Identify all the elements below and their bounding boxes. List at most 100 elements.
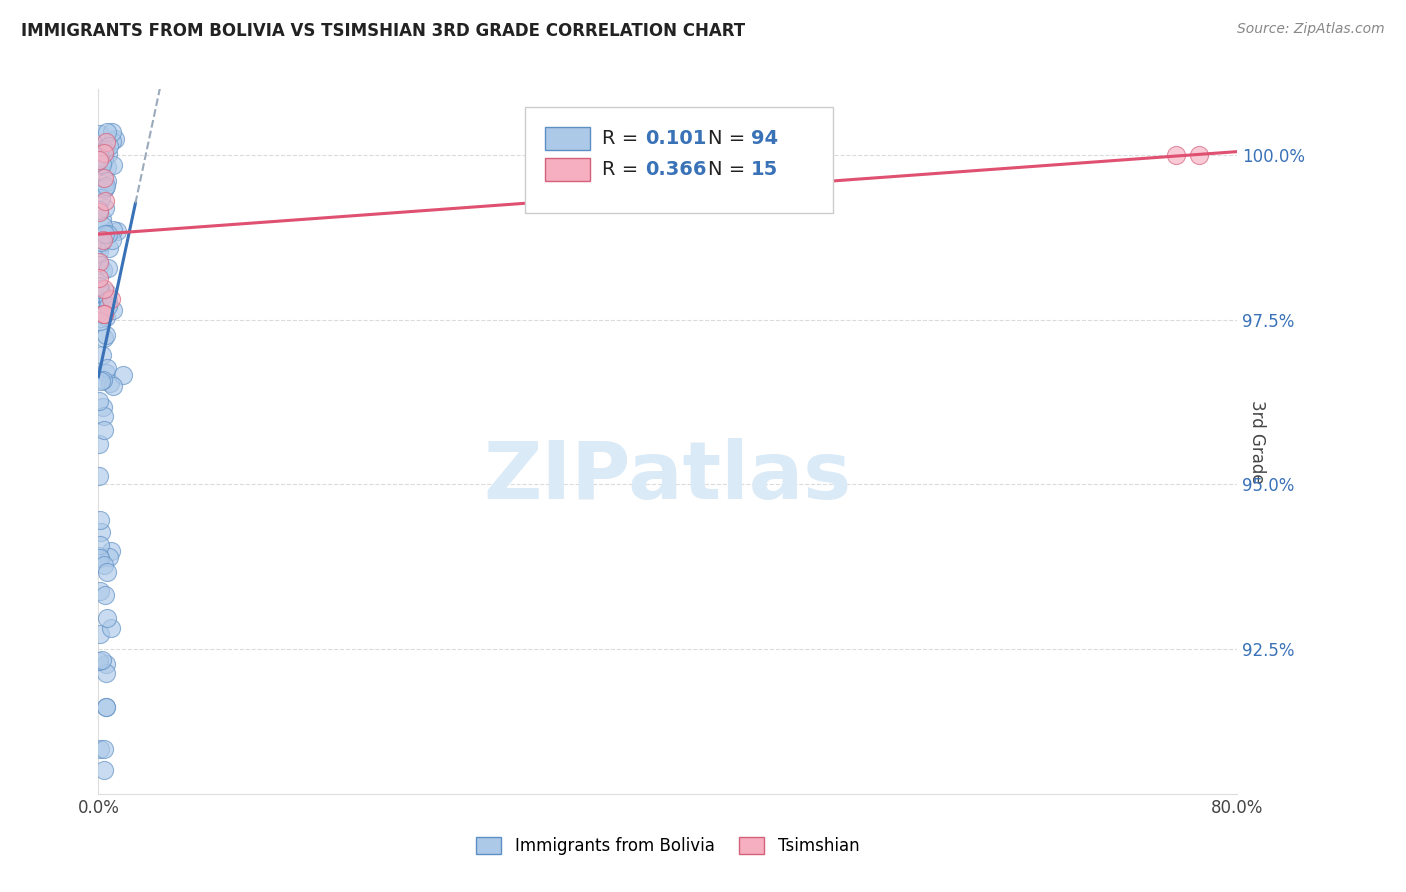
Point bbox=[94, 328, 117, 343]
Point bbox=[94, 699, 117, 714]
Point bbox=[89, 285, 111, 299]
Point bbox=[89, 270, 111, 285]
Y-axis label: 3rd Grade: 3rd Grade bbox=[1249, 400, 1267, 483]
Point bbox=[87, 255, 110, 269]
Text: R =: R = bbox=[602, 129, 644, 148]
Point bbox=[104, 132, 127, 146]
Point bbox=[89, 244, 111, 259]
Point bbox=[93, 558, 115, 572]
Point bbox=[89, 150, 111, 164]
Point bbox=[90, 235, 112, 249]
Point bbox=[101, 134, 124, 148]
Point bbox=[1164, 148, 1187, 162]
Text: R =: R = bbox=[602, 160, 644, 179]
Point bbox=[89, 282, 111, 296]
Point bbox=[94, 227, 117, 242]
Point bbox=[100, 376, 122, 390]
Point bbox=[91, 307, 114, 321]
Bar bbox=[546, 128, 591, 150]
Point bbox=[93, 152, 115, 166]
Point bbox=[89, 258, 111, 272]
Point bbox=[89, 310, 111, 325]
Point bbox=[103, 222, 125, 236]
Point bbox=[96, 361, 118, 376]
Point bbox=[1188, 148, 1211, 162]
Point bbox=[89, 584, 111, 599]
Point bbox=[91, 400, 114, 414]
Point bbox=[90, 190, 112, 204]
Point bbox=[93, 588, 115, 602]
Point bbox=[91, 653, 114, 667]
Text: ZIPatlas: ZIPatlas bbox=[484, 438, 852, 516]
Point bbox=[89, 127, 111, 141]
Point bbox=[89, 742, 111, 756]
Point bbox=[87, 279, 110, 293]
Point bbox=[91, 233, 114, 247]
Point bbox=[97, 300, 120, 314]
Point bbox=[89, 468, 111, 483]
Point bbox=[93, 763, 115, 777]
Point bbox=[87, 153, 110, 167]
Point bbox=[90, 211, 112, 226]
Point bbox=[91, 372, 114, 386]
Point bbox=[90, 525, 112, 540]
Point bbox=[93, 282, 115, 296]
Point bbox=[112, 368, 135, 382]
Point bbox=[96, 565, 118, 579]
Text: 0.101: 0.101 bbox=[645, 129, 706, 148]
Point bbox=[93, 145, 115, 160]
Point bbox=[89, 550, 111, 565]
Text: 15: 15 bbox=[751, 160, 779, 179]
Point bbox=[97, 293, 120, 308]
Text: Source: ZipAtlas.com: Source: ZipAtlas.com bbox=[1237, 22, 1385, 37]
Point bbox=[89, 314, 111, 328]
Point bbox=[96, 125, 118, 139]
Point bbox=[89, 437, 111, 451]
Point bbox=[93, 307, 115, 321]
Text: 0.366: 0.366 bbox=[645, 160, 707, 179]
Point bbox=[96, 699, 118, 714]
Point bbox=[94, 657, 117, 671]
Point bbox=[97, 550, 120, 565]
Point bbox=[101, 158, 124, 172]
Point bbox=[94, 310, 117, 324]
Point bbox=[90, 145, 112, 160]
Point bbox=[97, 241, 120, 255]
Point bbox=[90, 142, 112, 156]
Point bbox=[89, 626, 111, 640]
Point bbox=[89, 394, 111, 409]
Point bbox=[87, 304, 110, 318]
Point bbox=[97, 297, 120, 311]
Point bbox=[96, 666, 118, 681]
Point bbox=[94, 135, 117, 149]
Point bbox=[100, 544, 122, 558]
Point bbox=[93, 171, 115, 186]
Point bbox=[89, 538, 111, 552]
Point bbox=[101, 125, 124, 139]
Point bbox=[101, 379, 124, 393]
Point bbox=[101, 233, 124, 247]
Point bbox=[94, 367, 117, 381]
Point bbox=[98, 139, 121, 153]
Point bbox=[93, 144, 115, 158]
Point bbox=[93, 154, 115, 169]
FancyBboxPatch shape bbox=[526, 107, 832, 212]
Point bbox=[93, 182, 115, 196]
Point bbox=[91, 145, 114, 159]
Point bbox=[101, 303, 124, 318]
Point bbox=[89, 237, 111, 252]
Point bbox=[93, 307, 115, 321]
Point bbox=[97, 147, 120, 161]
Point bbox=[97, 227, 120, 242]
Point bbox=[105, 224, 128, 238]
Point bbox=[96, 179, 118, 194]
Text: 94: 94 bbox=[751, 129, 778, 148]
Point bbox=[87, 654, 110, 668]
Point bbox=[96, 611, 118, 625]
Point bbox=[87, 203, 110, 218]
Text: N =: N = bbox=[707, 160, 751, 179]
Point bbox=[93, 331, 115, 345]
Point bbox=[89, 513, 111, 527]
Point bbox=[93, 409, 115, 423]
Point bbox=[96, 160, 118, 174]
